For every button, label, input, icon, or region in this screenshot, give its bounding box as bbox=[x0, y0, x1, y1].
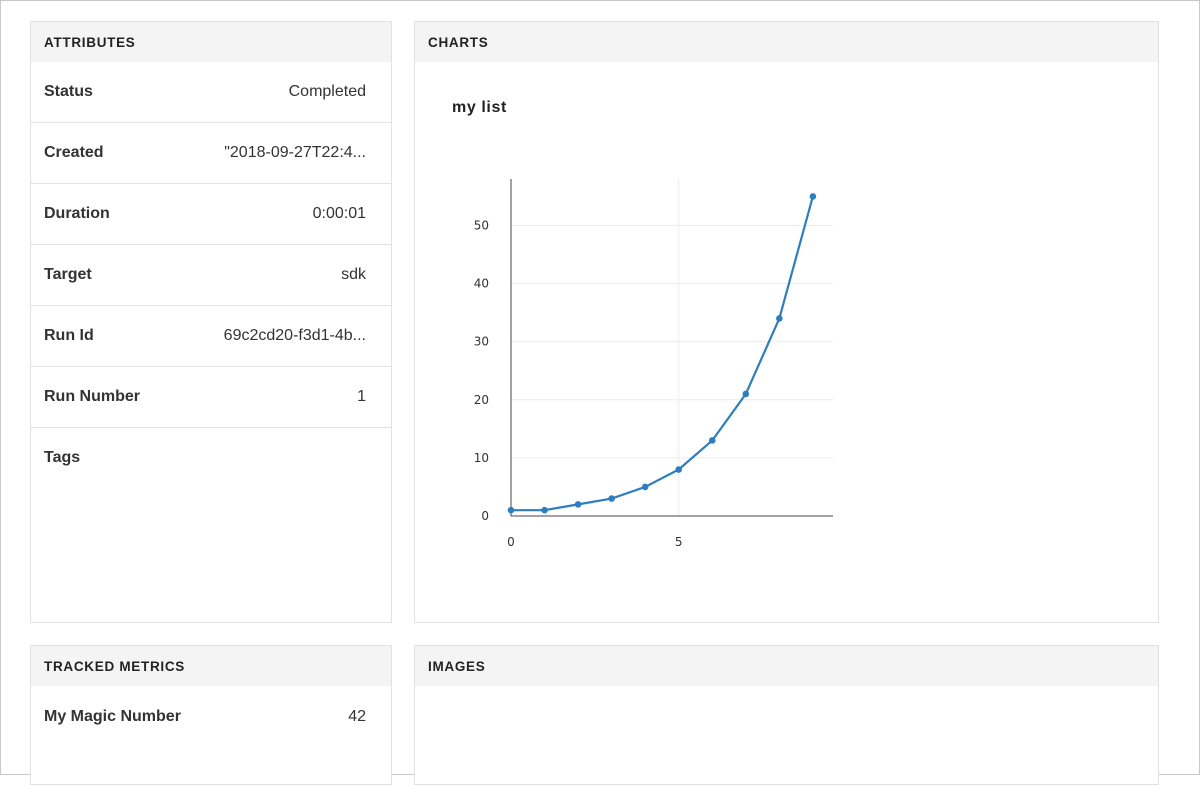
attr-key: Target bbox=[44, 266, 92, 283]
attributes-header: ATTRIBUTES bbox=[31, 22, 391, 62]
metric-value: 42 bbox=[348, 708, 366, 725]
y-tick-label: 30 bbox=[474, 335, 489, 349]
y-tick-label: 40 bbox=[474, 277, 489, 291]
charts-panel: CHARTS my list 0 10 20 30 40 50 0 5 bbox=[414, 21, 1159, 623]
attr-key: Created bbox=[44, 144, 104, 161]
attr-row-duration: Duration 0:00:01 bbox=[31, 184, 391, 245]
attr-row-status: Status Completed bbox=[31, 62, 391, 123]
x-tick-label: 5 bbox=[675, 535, 683, 549]
attributes-panel: ATTRIBUTES Status Completed Created "201… bbox=[30, 21, 392, 623]
data-point bbox=[708, 437, 716, 444]
metric-key: My Magic Number bbox=[44, 708, 181, 725]
data-point bbox=[507, 506, 515, 514]
attributes-list: Status Completed Created "2018-09-27T22:… bbox=[31, 62, 391, 488]
y-tick-label: 50 bbox=[474, 218, 489, 232]
attr-value: sdk bbox=[341, 266, 366, 283]
y-tick-label: 20 bbox=[474, 393, 489, 407]
data-point bbox=[574, 501, 582, 508]
images-panel: IMAGES bbox=[414, 645, 1159, 785]
attr-row-target: Target sdk bbox=[31, 245, 391, 306]
data-point bbox=[608, 495, 615, 502]
series-line bbox=[511, 196, 814, 512]
x-tick-label: 0 bbox=[507, 535, 515, 549]
metric-row: My Magic Number 42 bbox=[31, 686, 391, 746]
attr-key: Status bbox=[44, 83, 93, 100]
charts-header: CHARTS bbox=[415, 22, 1158, 62]
data-point bbox=[809, 193, 817, 200]
attr-key: Tags bbox=[44, 449, 81, 466]
attr-value: "2018-09-27T22:4... bbox=[224, 144, 366, 161]
attr-value: 1 bbox=[357, 388, 366, 405]
tracked-metrics-panel: TRACKED METRICS My Magic Number 42 bbox=[30, 645, 392, 785]
attr-row-created: Created "2018-09-27T22:4... bbox=[31, 123, 391, 184]
attr-row-run-number: Run Number 1 bbox=[31, 367, 391, 428]
attr-key: Run Number bbox=[44, 388, 140, 405]
y-tick-label: 0 bbox=[481, 509, 489, 523]
attr-value: 69c2cd20-f3d1-4b... bbox=[223, 327, 366, 344]
attr-key: Duration bbox=[44, 205, 110, 222]
data-point bbox=[541, 506, 548, 514]
images-header: IMAGES bbox=[415, 646, 1158, 686]
attr-row-run-id: Run Id 69c2cd20-f3d1-4b... bbox=[31, 306, 391, 367]
data-point bbox=[776, 315, 783, 322]
attr-value: 0:00:01 bbox=[312, 205, 366, 222]
attr-value: Completed bbox=[288, 83, 366, 100]
attr-row-tags: Tags bbox=[31, 428, 391, 488]
data-point bbox=[641, 483, 649, 491]
chart-title: my list bbox=[452, 99, 507, 116]
tracked-metrics-header: TRACKED METRICS bbox=[31, 646, 391, 686]
y-tick-label: 10 bbox=[474, 451, 489, 465]
attr-key: Run Id bbox=[44, 327, 94, 344]
data-point bbox=[742, 390, 750, 398]
data-point bbox=[675, 466, 683, 473]
line-chart[interactable]: 0 10 20 30 40 50 0 5 bbox=[415, 22, 1160, 622]
